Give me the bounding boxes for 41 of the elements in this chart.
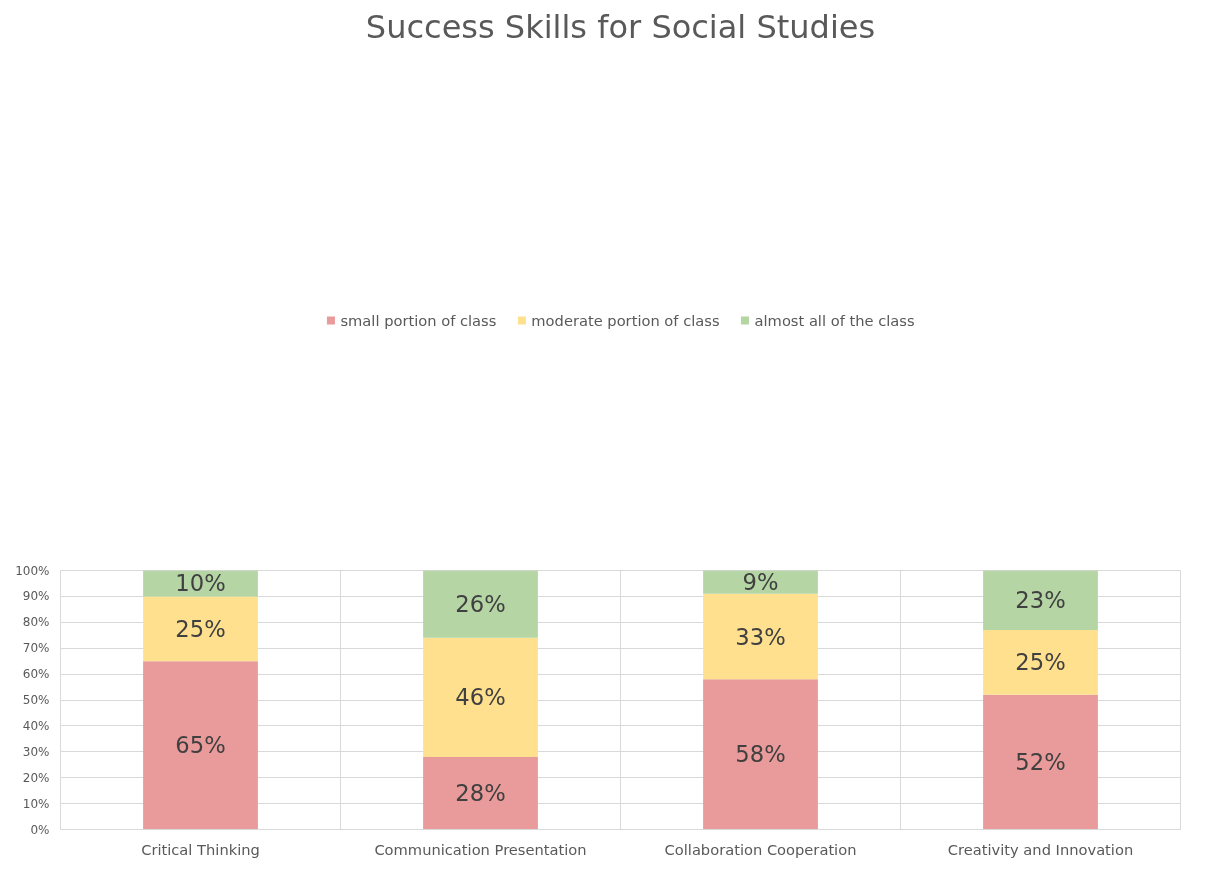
bar: [983, 570, 1098, 631]
y-tick-label: 40%: [22, 718, 50, 733]
data-label: 33%: [735, 623, 786, 650]
legend-label: small portion of class: [340, 311, 497, 329]
data-label: 46%: [455, 684, 506, 711]
data-label: 10%: [175, 570, 226, 597]
x-tick-label: Collaboration Cooperation: [664, 840, 857, 858]
x-tick-label: Critical Thinking: [141, 840, 260, 858]
bar: [703, 593, 818, 680]
bar: [143, 596, 258, 662]
bar: [423, 637, 538, 757]
data-label: 28%: [455, 780, 506, 807]
y-tick-label: 10%: [22, 796, 50, 811]
data-label: 23%: [1015, 587, 1066, 614]
y-tick-label: 0%: [30, 822, 50, 837]
bar: [423, 756, 538, 830]
data-label: 65%: [175, 732, 226, 759]
data-label: 25%: [1015, 649, 1066, 676]
data-label: 52%: [1015, 749, 1066, 776]
y-tick-label: 90%: [22, 589, 50, 604]
bar: [143, 661, 258, 830]
y-tick-label: 50%: [22, 693, 50, 707]
y-tick-label: 80%: [22, 615, 50, 630]
bar: [423, 570, 538, 638]
data-label: 58%: [735, 741, 786, 768]
x-tick-label: Communication Presentation: [374, 840, 587, 858]
data-label: 25%: [175, 615, 226, 642]
data-label: 9%: [742, 569, 779, 596]
data-label: 26%: [455, 591, 506, 618]
legend-label: almost all of the class: [754, 311, 915, 329]
y-tick-label: 30%: [22, 744, 50, 759]
y-tick-label: 60%: [22, 667, 50, 682]
bar: [983, 694, 1098, 830]
bar: [703, 679, 818, 830]
y-tick-label: 100%: [15, 563, 50, 578]
bar: [983, 630, 1098, 695]
chart-title: Success Skills for Social Studies: [365, 7, 876, 46]
x-tick-label: Creativity and Innovation: [947, 840, 1134, 858]
y-tick-label: 20%: [22, 770, 50, 785]
y-tick-label: 70%: [22, 641, 50, 656]
legend-label: moderate portion of class: [531, 311, 720, 329]
